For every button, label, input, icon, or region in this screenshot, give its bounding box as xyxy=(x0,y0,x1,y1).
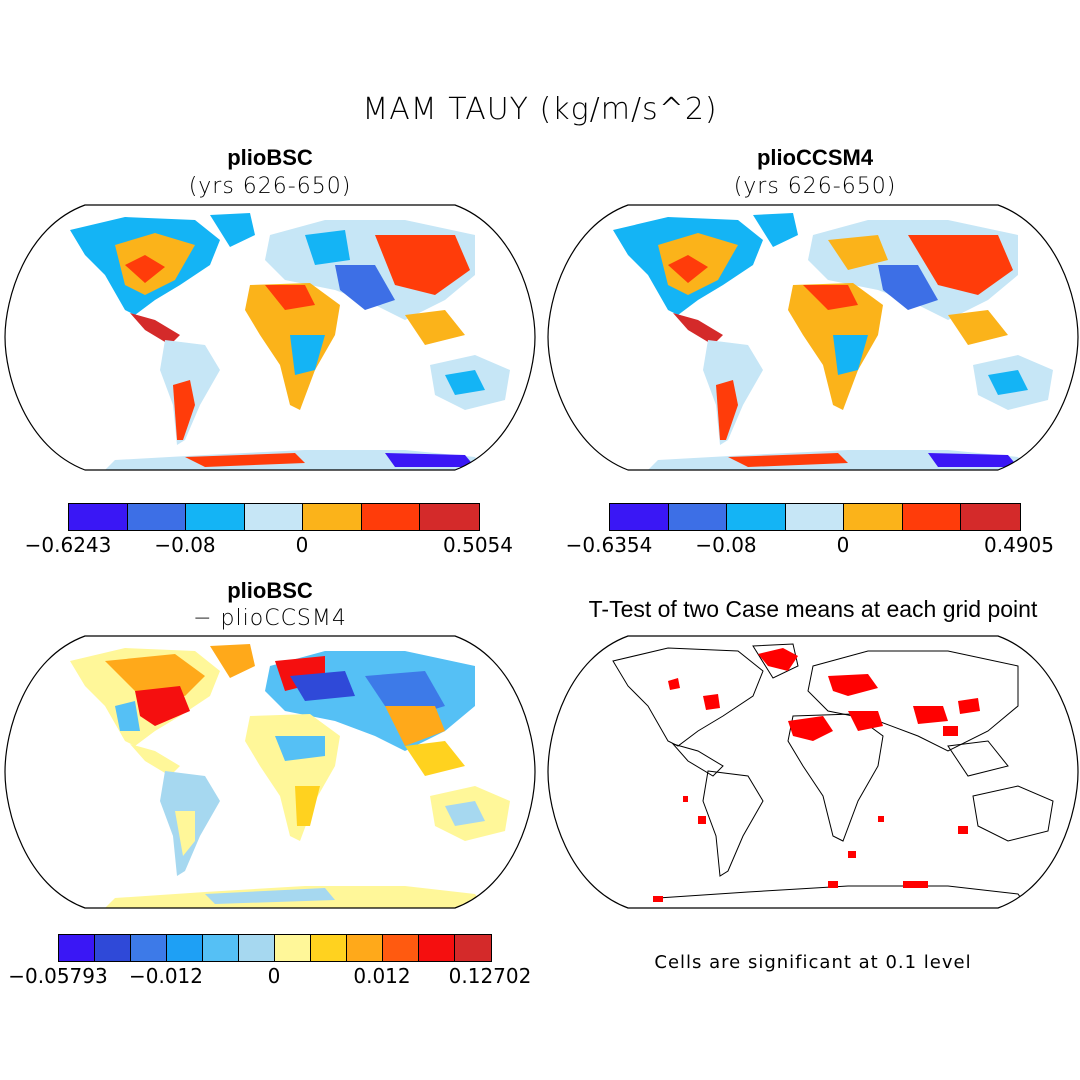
map-top-left xyxy=(4,204,536,471)
colorbar-tick-label: −0.6354 xyxy=(565,533,653,557)
colorbar-cell xyxy=(202,935,239,961)
colorbar-cell xyxy=(274,935,311,961)
figure-title: MAM TAUY (kg/m/s^2) xyxy=(362,92,718,127)
colorbar-cell xyxy=(902,504,962,530)
significant-cells xyxy=(653,648,980,902)
colorbar-cell xyxy=(610,504,669,530)
colorbar-cell xyxy=(418,935,455,961)
colorbar-cell xyxy=(668,504,728,530)
colorbar-cell xyxy=(244,504,304,530)
panel-subtitle-top-left: (yrs 626-650) xyxy=(188,174,352,199)
colorbar-cell xyxy=(303,504,362,530)
significance-note: Cells are significant at 0.1 level xyxy=(654,952,972,973)
colorbar-cell xyxy=(69,504,128,530)
colorbar-cell xyxy=(238,935,275,961)
colorbar-tick-label: 0 xyxy=(295,533,309,557)
panel-title-top-left: plioBSC xyxy=(227,145,313,170)
colorbar-top-left xyxy=(68,503,480,531)
colorbar-cell xyxy=(166,935,203,961)
colorbar-cell xyxy=(361,504,421,530)
colorbar-tick-label: 0.4905 xyxy=(984,533,1054,557)
map-top-right xyxy=(547,204,1079,471)
colorbar-top-right xyxy=(609,503,1021,531)
colorbar-cell xyxy=(727,504,786,530)
colorbar-cell xyxy=(186,504,245,530)
colorbar-tick-label: 0 xyxy=(836,533,850,557)
colorbar-cell xyxy=(127,504,187,530)
panel-title-top-right: plioCCSM4 xyxy=(756,145,874,170)
colorbar-cell xyxy=(94,935,131,961)
colorbar-tick-label: 0 xyxy=(267,964,281,988)
colorbar-tick-label: 0.5054 xyxy=(443,533,513,557)
colorbar-cell xyxy=(454,935,491,961)
colorbar-tick-label: −0.6243 xyxy=(24,533,112,557)
colorbar-cell xyxy=(420,504,479,530)
panel-title-bottom-right: T-Test of two Case means at each grid po… xyxy=(588,596,1038,622)
panel-subtitle-top-right: (yrs 626-650) xyxy=(733,174,897,199)
panel-title-bottom-left: plioBSC xyxy=(227,578,313,603)
colorbar-cell xyxy=(844,504,903,530)
colorbar-cell xyxy=(382,935,419,961)
colorbar-tick-label: −0.05793 xyxy=(8,964,108,988)
colorbar-tick-label: −0.08 xyxy=(695,533,757,557)
colorbar-tick-label: −0.012 xyxy=(128,964,204,988)
colorbar-cell xyxy=(961,504,1020,530)
colorbar-cell xyxy=(785,504,845,530)
panel-subtitle-bottom-left: − plioCCSM4 xyxy=(193,606,347,631)
map-bottom-left xyxy=(4,635,536,909)
colorbar-bottom-left xyxy=(58,934,492,962)
colorbar-tick-label: −0.08 xyxy=(154,533,216,557)
colorbar-tick-label: 0.12702 xyxy=(448,964,532,988)
colorbar-tick-label: 0.012 xyxy=(353,964,411,988)
colorbar-cell xyxy=(346,935,383,961)
colorbar-cell xyxy=(310,935,347,961)
colorbar-cell xyxy=(130,935,167,961)
map-bottom-right xyxy=(547,635,1079,909)
colorbar-cell xyxy=(59,935,95,961)
